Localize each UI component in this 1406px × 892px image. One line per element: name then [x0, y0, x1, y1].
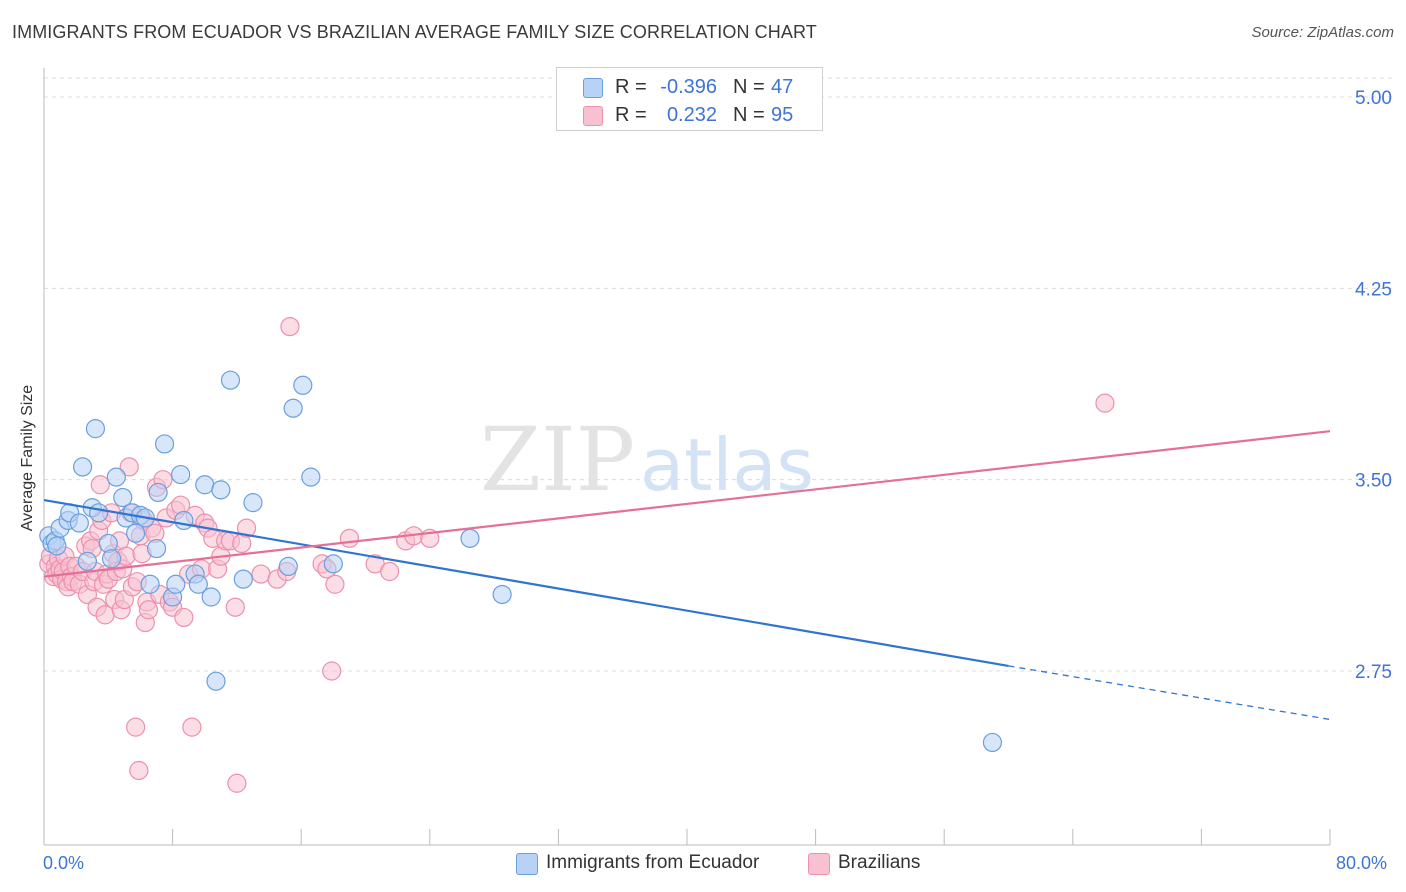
ecuador-point: [293, 375, 313, 395]
brazilians-series: [39, 317, 1115, 793]
ecuador-point: [171, 464, 191, 485]
ecuador-trend-line: [43, 498, 1009, 667]
ecuador-point: [233, 569, 253, 589]
legend-swatch-brazilians: [808, 853, 830, 875]
ecuador-point: [460, 528, 480, 548]
brazilians-point: [138, 600, 159, 620]
ecuador-point: [301, 467, 321, 487]
ecuador-point: [69, 513, 89, 533]
legend-r-label: R =: [615, 76, 647, 98]
legend-n-value: 95: [771, 104, 794, 126]
ecuador-point: [323, 554, 343, 574]
ecuador-point: [166, 574, 186, 594]
ecuador-point: [146, 538, 167, 559]
watermark-atlas: atlas: [640, 423, 814, 507]
ecuador-point: [278, 556, 298, 577]
correlation-legend: R = -0.396 N = 47 R = 0.232 N = 95: [556, 67, 823, 131]
brazilians-point: [182, 717, 202, 737]
brazilians-point: [325, 574, 345, 594]
ecuador-point: [148, 482, 168, 503]
x-min-label: 0.0%: [43, 853, 85, 873]
brazilians-point: [322, 661, 342, 681]
legend-label-brazilians: Brazilians: [838, 852, 921, 873]
brazilians-point: [380, 561, 400, 582]
legend-r-value: -0.396: [660, 76, 717, 98]
ecuador-point: [188, 574, 208, 594]
y-tick-label: 2.75: [1355, 662, 1392, 683]
brazilians-point: [251, 564, 271, 584]
legend-n-label: N =: [733, 104, 765, 126]
ecuador-point: [220, 370, 241, 390]
ecuador-point: [243, 493, 263, 513]
legend-row-brazilians: R = 0.232 N = 95: [557, 102, 822, 130]
ecuador-point: [113, 487, 133, 508]
watermark: ZIP atlas: [480, 408, 814, 511]
brazilians-point: [225, 597, 245, 617]
legend-n-label: N =: [733, 76, 765, 98]
source-credit: Source: ZipAtlas.com: [1251, 24, 1394, 41]
ecuador-point: [982, 732, 1003, 753]
legend-row-ecuador: R = -0.396 N = 47: [557, 74, 822, 102]
ecuador-point: [126, 523, 146, 543]
legend-r-value: 0.232: [666, 104, 717, 126]
brazilians-point: [90, 475, 110, 495]
x-max-label: 80.0%: [1336, 853, 1388, 873]
axes: [43, 68, 1331, 846]
ecuador-point: [85, 419, 106, 439]
brazilians-point: [95, 605, 115, 625]
y-axis-label: Average Family Size: [19, 384, 36, 532]
ecuador-point: [154, 434, 175, 454]
legend-n-value: 47: [771, 76, 794, 98]
ecuador-point: [106, 467, 126, 487]
brazilians-trend-line: [43, 430, 1331, 578]
brazilians-point: [236, 518, 257, 538]
brazilians-point: [227, 773, 247, 793]
y-tick-labels: 2.75 3.50 4.25 5.00: [1355, 88, 1392, 683]
trend-lines: [43, 430, 1331, 721]
chart-title: IMMIGRANTS FROM ECUADOR VS BRAZILIAN AVE…: [12, 22, 817, 42]
ecuador-point: [89, 503, 109, 523]
legend-label-ecuador: Immigrants from Ecuador: [546, 852, 760, 873]
ecuador-point: [211, 480, 231, 500]
legend-swatch-brazilians: [583, 106, 603, 126]
brazilians-point: [339, 528, 360, 548]
brazilians-point: [174, 607, 194, 628]
ecuador-point: [101, 549, 122, 569]
legend-swatch-ecuador: [516, 853, 538, 875]
brazilians-point: [126, 717, 146, 737]
ecuador-point: [47, 536, 67, 556]
brazilians-point: [119, 457, 139, 477]
ecuador-point: [492, 584, 512, 605]
ecuador-point: [206, 671, 226, 691]
ecuador-point: [174, 510, 194, 531]
ecuador-point: [283, 398, 303, 418]
ecuador-trend-extension: [1008, 665, 1331, 721]
y-tick-label: 5.00: [1355, 88, 1392, 109]
y-tick-label: 3.50: [1355, 471, 1392, 492]
y-tick-label: 4.25: [1355, 279, 1392, 300]
brazilians-point: [129, 760, 149, 781]
ecuador-point: [195, 475, 215, 495]
ecuador-point: [72, 457, 93, 477]
ecuador-point: [77, 551, 98, 571]
legend-r-label: R =: [615, 104, 647, 126]
brazilians-point: [1095, 393, 1115, 413]
legend-swatch-ecuador: [583, 78, 603, 98]
ecuador-point: [201, 587, 221, 607]
ecuador-point: [140, 574, 160, 594]
watermark-zip: ZIP: [480, 408, 635, 511]
brazilians-point: [280, 317, 300, 337]
